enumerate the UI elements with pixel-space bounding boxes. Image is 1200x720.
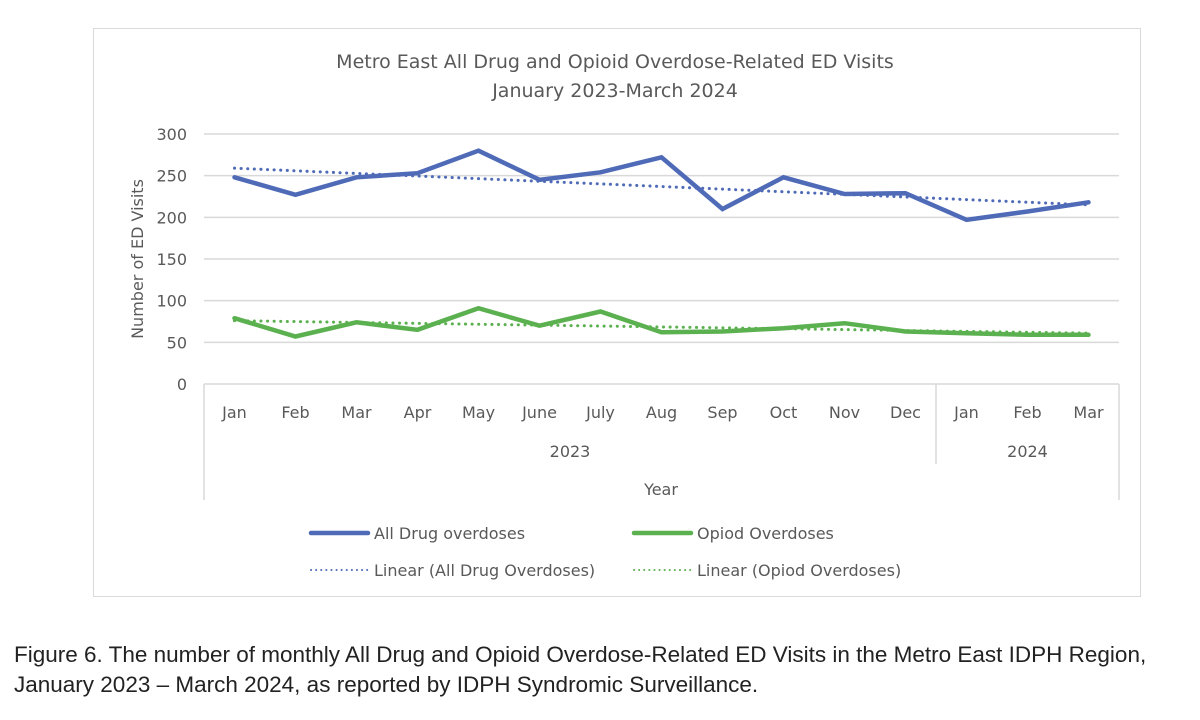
legend-label: Opiod Overdoses bbox=[697, 524, 834, 543]
trendline-0 bbox=[233, 166, 1090, 207]
x-tick-label: May bbox=[462, 403, 495, 422]
y-tick-label: 100 bbox=[156, 292, 187, 311]
legend-label: All Drug overdoses bbox=[374, 524, 525, 543]
y-tick-label: 300 bbox=[156, 125, 187, 144]
x-tick-label: Jan bbox=[953, 403, 979, 422]
legend-item: Opiod Overdoses bbox=[631, 524, 834, 543]
x-tick-label: Apr bbox=[404, 403, 432, 422]
x-tick-label: Nov bbox=[829, 403, 860, 422]
x-group-label: 2024 bbox=[1007, 442, 1048, 461]
x-group-label: 2023 bbox=[550, 442, 591, 461]
x-tick-label: Feb bbox=[1013, 403, 1041, 422]
series-line-1 bbox=[232, 305, 1091, 339]
chart-title: Metro East All Drug and Opioid Overdose-… bbox=[336, 51, 894, 73]
x-tick-label: Mar bbox=[1073, 403, 1104, 422]
x-tick-label: July bbox=[585, 403, 615, 422]
y-tick-label: 150 bbox=[156, 250, 187, 269]
x-tick-label: June bbox=[521, 403, 557, 422]
y-tick-label: 0 bbox=[177, 375, 187, 394]
x-tick-label: Jan bbox=[221, 403, 247, 422]
x-tick-label: Mar bbox=[341, 403, 372, 422]
legend-label: Linear (All Drug Overdoses) bbox=[374, 561, 595, 580]
figure-caption: Figure 6. The number of monthly All Drug… bbox=[14, 642, 1147, 697]
x-tick-label: Feb bbox=[281, 403, 309, 422]
x-axis-label: Year bbox=[643, 480, 678, 499]
y-tick-label: 200 bbox=[156, 208, 187, 227]
x-tick-label: Oct bbox=[770, 403, 798, 422]
x-tick-label: Aug bbox=[646, 403, 677, 422]
y-tick-label: 50 bbox=[167, 333, 187, 352]
legend-item: All Drug overdoses bbox=[308, 524, 525, 543]
line-chart: Metro East All Drug and Opioid Overdose-… bbox=[128, 51, 1120, 580]
legend-item: Linear (Opiod Overdoses) bbox=[633, 561, 901, 580]
x-tick-label: Dec bbox=[890, 403, 921, 422]
series-line-0 bbox=[232, 148, 1091, 223]
legend-item: Linear (All Drug Overdoses) bbox=[310, 561, 595, 580]
chart-frame bbox=[93, 28, 1141, 597]
chart-subtitle: January 2023-March 2024 bbox=[491, 80, 738, 102]
legend-label: Linear (Opiod Overdoses) bbox=[697, 561, 901, 580]
y-tick-label: 250 bbox=[156, 167, 187, 186]
x-tick-label: Sep bbox=[707, 403, 737, 422]
y-axis-label: Number of ED Visits bbox=[128, 179, 147, 339]
